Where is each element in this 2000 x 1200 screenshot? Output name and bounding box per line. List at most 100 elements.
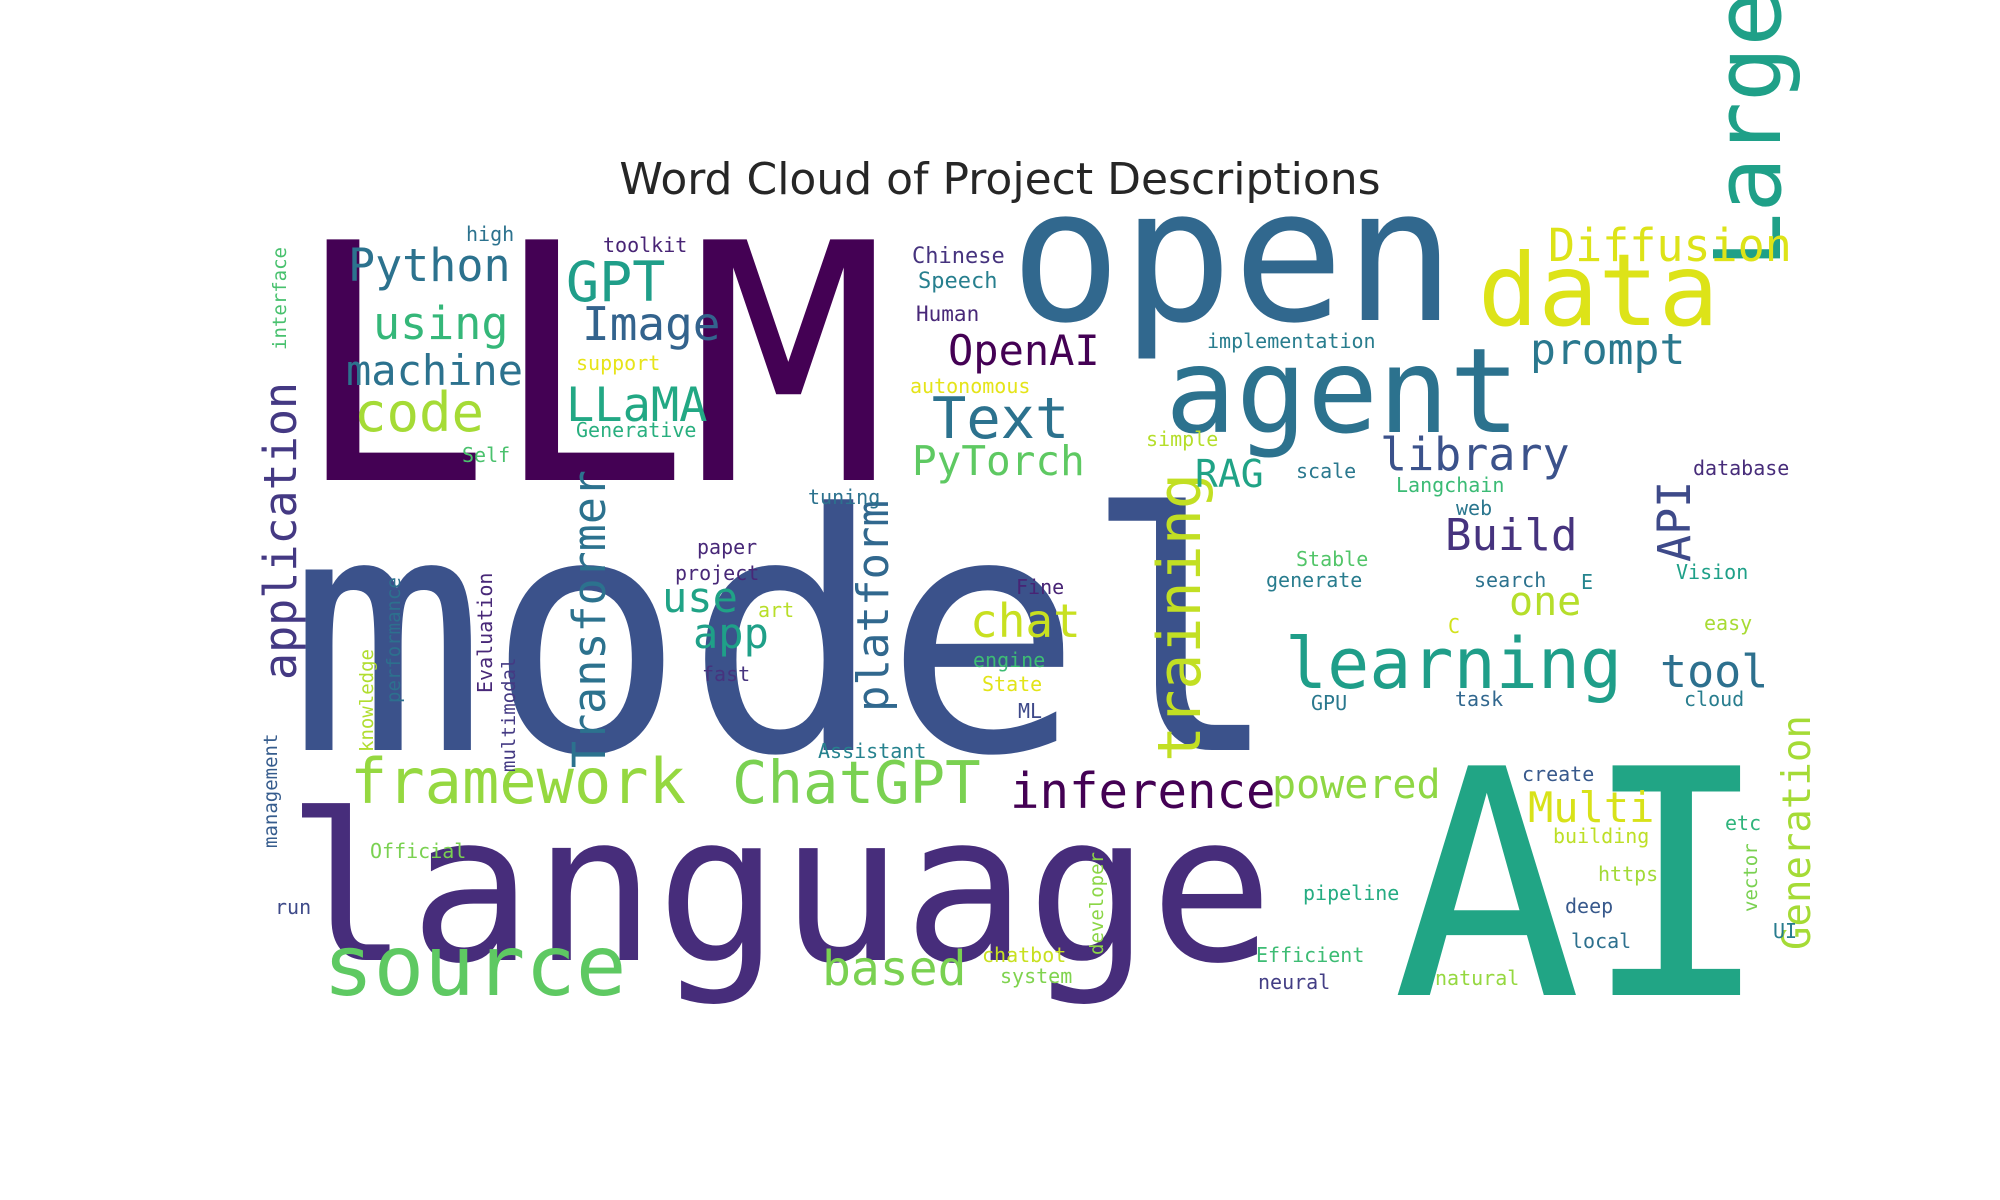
word-official: Official	[370, 839, 466, 863]
word-support: support	[576, 351, 660, 375]
word-based: based	[822, 941, 967, 997]
word-fast: fast	[702, 662, 750, 686]
word-natural: natural	[1435, 966, 1519, 990]
word-scale: scale	[1296, 459, 1356, 483]
word-llm: LLM	[292, 174, 888, 558]
word-project: project	[675, 561, 759, 585]
word-ai: AI	[1392, 704, 1771, 1070]
word-one: one	[1509, 579, 1581, 625]
word-source: source	[323, 917, 626, 1015]
word-prompt: prompt	[1530, 325, 1685, 375]
word-vision: Vision	[1676, 560, 1748, 584]
word-training: training	[1145, 473, 1215, 762]
word-easy: easy	[1704, 611, 1752, 635]
word-deep: deep	[1565, 894, 1613, 918]
word-state: State	[982, 672, 1042, 696]
word-simple: simple	[1146, 427, 1218, 451]
word-run: run	[275, 895, 311, 919]
word-ui: UI	[1773, 919, 1797, 943]
word-efficient: Efficient	[1256, 943, 1364, 967]
word-llama: LLaMA	[566, 378, 707, 433]
word-stable: Stable	[1296, 547, 1368, 571]
word-multi: Multi	[1528, 783, 1654, 832]
word-autonomous: autonomous	[910, 374, 1030, 398]
word-search: search	[1474, 568, 1546, 592]
word-self: Self	[462, 443, 510, 467]
word-open: open	[1010, 148, 1456, 364]
word-pytorch: PyTorch	[912, 437, 1085, 485]
word-use: use	[662, 573, 738, 622]
word-chatbot: chatbot	[982, 943, 1066, 967]
word-chatgpt: ChatGPT	[732, 748, 981, 817]
word-gpu: GPU	[1311, 691, 1347, 715]
word-create: create	[1522, 762, 1594, 786]
word-tool: tool	[1660, 645, 1768, 698]
word-pipeline: pipeline	[1303, 881, 1399, 905]
word-art: art	[758, 598, 794, 622]
word-assistant: Assistant	[818, 739, 926, 763]
word-code: code	[354, 381, 484, 444]
word-framework: framework	[350, 745, 686, 818]
word-system: system	[1000, 964, 1072, 988]
word-chinese: Chinese	[912, 244, 1005, 269]
word-paper: paper	[697, 535, 757, 559]
word-powered: powered	[1272, 762, 1441, 808]
word-ml: ML	[1018, 699, 1042, 723]
word-gpt: GPT	[566, 250, 665, 314]
word-high: high	[466, 222, 514, 246]
chart-title: Word Cloud of Project Descriptions	[619, 154, 1381, 205]
word-toolkit: toolkit	[603, 233, 687, 257]
word-https: https	[1598, 862, 1658, 886]
word-library: library	[1380, 428, 1570, 481]
word-large: Large	[1695, 0, 1802, 268]
word-implementation: implementation	[1207, 329, 1376, 353]
word-generative: Generative	[576, 418, 696, 442]
word-task: task	[1455, 687, 1503, 711]
word-local: local	[1571, 929, 1631, 953]
word-machine: machine	[346, 346, 523, 395]
word-rag: RAG	[1195, 452, 1264, 496]
word-performance: performance	[383, 577, 405, 703]
word-inference: inference	[1010, 763, 1276, 820]
word-data: data	[1478, 232, 1719, 349]
word-platform: platform	[848, 500, 899, 712]
word-diffusion: Diffusion	[1548, 219, 1792, 272]
word-knowledge: knowledge	[356, 649, 378, 752]
word-generation: Generation	[1775, 715, 1820, 950]
word-transformer: Transformer	[563, 470, 616, 768]
word-neural: neural	[1258, 970, 1330, 994]
word-interface: interface	[269, 247, 291, 350]
word-management: management	[260, 734, 282, 848]
word-model: model	[288, 444, 1281, 828]
word-vector: vector	[1740, 843, 1762, 912]
word-api: API	[1648, 481, 1701, 562]
word-evaluation: Evaluation	[473, 573, 497, 693]
word-tuning: tuning	[808, 485, 880, 509]
word-generate: generate	[1266, 568, 1362, 592]
word-application: application	[254, 382, 307, 680]
word-building: building	[1553, 824, 1649, 848]
word-e: E	[1581, 570, 1593, 594]
word-database: database	[1693, 456, 1789, 480]
word-build: Build	[1445, 510, 1577, 561]
word-multimodal: multimodal	[498, 658, 520, 772]
word-human: Human	[916, 302, 979, 326]
word-app: app	[693, 609, 769, 658]
word-agent: agent	[1165, 322, 1520, 460]
word-python: Python	[348, 239, 511, 292]
word-image: Image	[582, 297, 720, 351]
word-engine: engine	[973, 648, 1045, 672]
word-learning: learning	[1285, 623, 1622, 705]
word-c: C	[1448, 614, 1460, 638]
word-langchain: Langchain	[1396, 473, 1504, 497]
word-text: Text	[932, 386, 1069, 452]
word-web: web	[1456, 496, 1492, 520]
word-fine: Fine	[1016, 575, 1064, 599]
word-developer: developer	[1086, 852, 1108, 955]
word-chat: chat	[970, 594, 1081, 648]
word-using: using	[373, 297, 508, 350]
word-cloud: cloud	[1684, 687, 1744, 711]
word-openai: OpenAI	[948, 326, 1100, 375]
word-etc: etc	[1725, 811, 1761, 835]
